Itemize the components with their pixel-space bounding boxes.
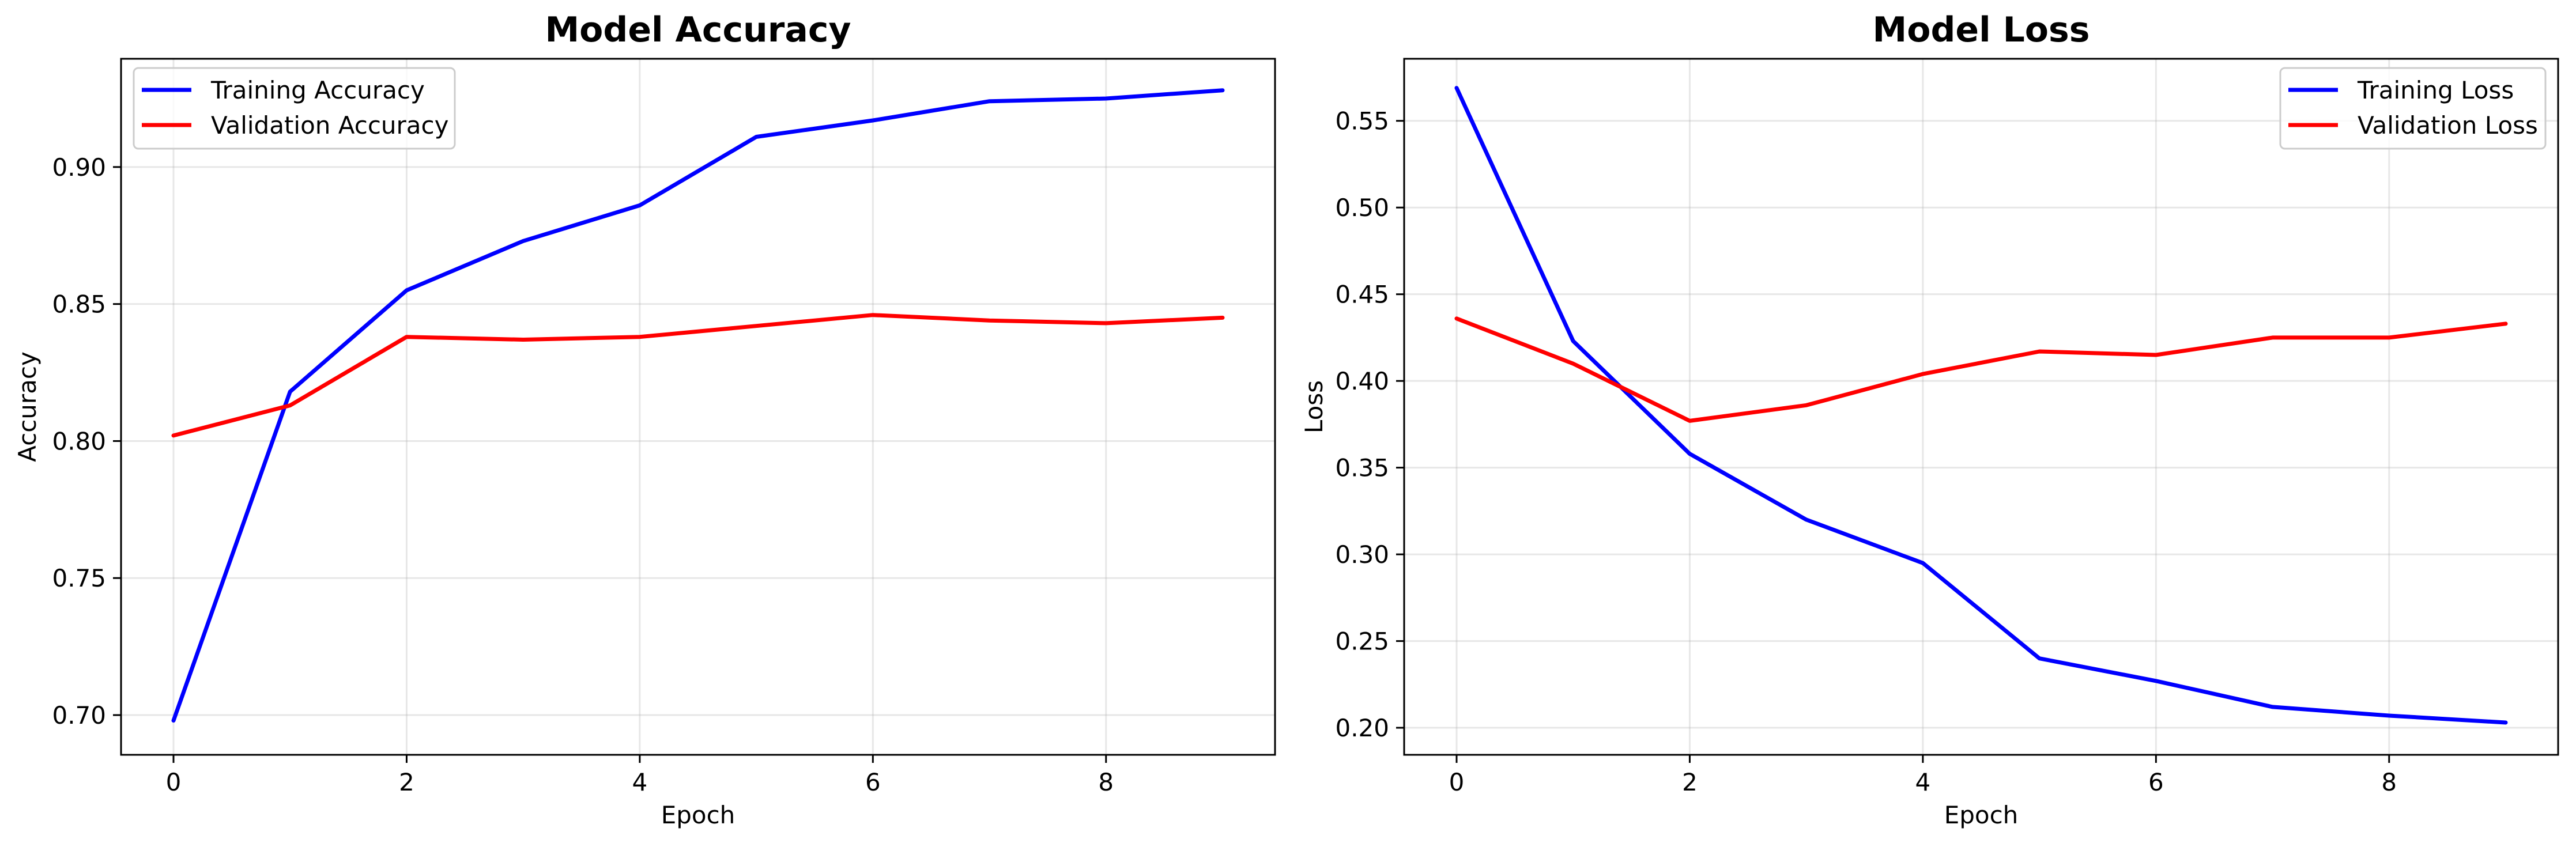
accuracy-y-tick-label: 0.90 xyxy=(52,153,106,181)
legend-label-training-accuracy: Training Accuracy xyxy=(210,76,425,104)
series-line-validation-loss xyxy=(1457,319,2506,421)
accuracy-plot-frame xyxy=(121,59,1275,755)
legend-label-validation-accuracy: Validation Accuracy xyxy=(211,111,449,139)
accuracy-x-tick-label: 6 xyxy=(865,768,881,796)
loss-chart-title: Model Loss xyxy=(1873,10,2090,50)
accuracy-legend: Training Accuracy Validation Accuracy xyxy=(134,68,455,149)
loss-y-tick-label: 0.45 xyxy=(1335,281,1389,309)
loss-plot-frame xyxy=(1404,59,2558,755)
accuracy-x-ticks: 0 2 4 6 8 xyxy=(166,755,1114,796)
accuracy-y-tick-label: 0.75 xyxy=(52,564,106,592)
loss-y-tick-label: 0.40 xyxy=(1335,367,1389,395)
accuracy-x-tick-label: 0 xyxy=(166,768,182,796)
loss-chart: Model Loss 0 2 4 6 8 0.20 0.25 0.30 0.35 0.40 0.4… xyxy=(1300,10,2558,829)
accuracy-y-ticks: 0.70 0.75 0.80 0.85 0.90 xyxy=(52,153,121,729)
accuracy-chart: Model Accuracy 0 2 4 6 8 0.70 0.75 0.80 0.85 0.9… xyxy=(13,10,1275,829)
loss-y-tick-label: 0.30 xyxy=(1335,540,1389,569)
loss-x-tick-label: 4 xyxy=(1915,768,1931,796)
accuracy-y-axis-label: Accuracy xyxy=(13,351,42,462)
loss-y-tick-label: 0.35 xyxy=(1335,454,1389,482)
accuracy-x-tick-label: 2 xyxy=(399,768,414,796)
loss-y-tick-label: 0.25 xyxy=(1335,627,1389,656)
series-line-validation-accuracy xyxy=(174,315,1223,436)
loss-y-tick-label: 0.50 xyxy=(1335,194,1389,222)
accuracy-x-tick-label: 4 xyxy=(632,768,648,796)
series-line-training-loss xyxy=(1457,88,2506,723)
accuracy-x-axis-label: Epoch xyxy=(661,801,736,829)
loss-x-axis-label: Epoch xyxy=(1944,801,2019,829)
legend-label-validation-loss: Validation Loss xyxy=(2358,111,2538,139)
loss-series-layer xyxy=(1457,88,2506,723)
loss-grid xyxy=(1404,59,2558,755)
loss-x-tick-label: 2 xyxy=(1682,768,1698,796)
accuracy-y-tick-label: 0.70 xyxy=(52,701,106,729)
legend-label-training-loss: Training Loss xyxy=(2357,76,2514,104)
loss-y-ticks: 0.20 0.25 0.30 0.35 0.40 0.45 0.50 0.55 xyxy=(1335,107,1404,742)
loss-legend: Training Loss Validation Loss xyxy=(2280,68,2545,149)
series-line-training-accuracy xyxy=(174,90,1223,721)
accuracy-y-tick-label: 0.80 xyxy=(52,427,106,455)
loss-x-tick-label: 0 xyxy=(1449,768,1465,796)
loss-y-tick-label: 0.55 xyxy=(1335,107,1389,135)
loss-y-tick-label: 0.20 xyxy=(1335,714,1389,742)
loss-x-tick-label: 6 xyxy=(2148,768,2164,796)
accuracy-x-tick-label: 8 xyxy=(1098,768,1114,796)
accuracy-grid xyxy=(121,59,1275,755)
loss-x-tick-label: 8 xyxy=(2381,768,2397,796)
loss-y-axis-label: Loss xyxy=(1300,380,1328,433)
accuracy-y-tick-label: 0.85 xyxy=(52,290,106,319)
loss-x-ticks: 0 2 4 6 8 xyxy=(1449,755,2397,796)
accuracy-series-layer xyxy=(174,90,1223,721)
accuracy-chart-title: Model Accuracy xyxy=(545,10,851,50)
